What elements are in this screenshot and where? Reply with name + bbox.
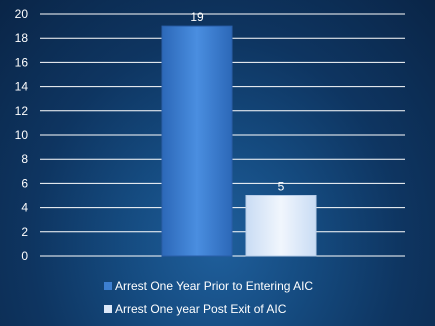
y-tick-label: 6 <box>21 176 28 190</box>
legend-item-post: Arrest One year Post Exit of AIC <box>104 299 313 319</box>
legend-label-post: Arrest One year Post Exit of AIC <box>115 302 287 316</box>
y-tick-label: 2 <box>21 225 28 239</box>
data-label-post: 5 <box>278 180 285 194</box>
y-tick-label: 4 <box>21 201 28 215</box>
y-tick-label: 16 <box>15 55 29 69</box>
legend-item-prior: Arrest One Year Prior to Entering AIC <box>104 276 313 296</box>
bar-post <box>245 195 317 257</box>
y-tick-label: 10 <box>15 128 29 142</box>
data-label-prior: 19 <box>190 10 204 24</box>
y-tick-label: 20 <box>15 7 29 21</box>
y-tick-label: 8 <box>21 152 28 166</box>
y-tick-label: 14 <box>15 80 29 94</box>
legend: Arrest One Year Prior to Entering AIC Ar… <box>104 276 313 322</box>
y-tick-label: 12 <box>15 104 29 118</box>
legend-swatch-prior <box>104 282 112 290</box>
bar-prior <box>161 25 233 257</box>
y-tick-label: 0 <box>21 249 28 263</box>
legend-label-prior: Arrest One Year Prior to Entering AIC <box>115 279 314 293</box>
y-tick-label: 18 <box>15 31 29 45</box>
legend-swatch-post <box>104 305 112 313</box>
